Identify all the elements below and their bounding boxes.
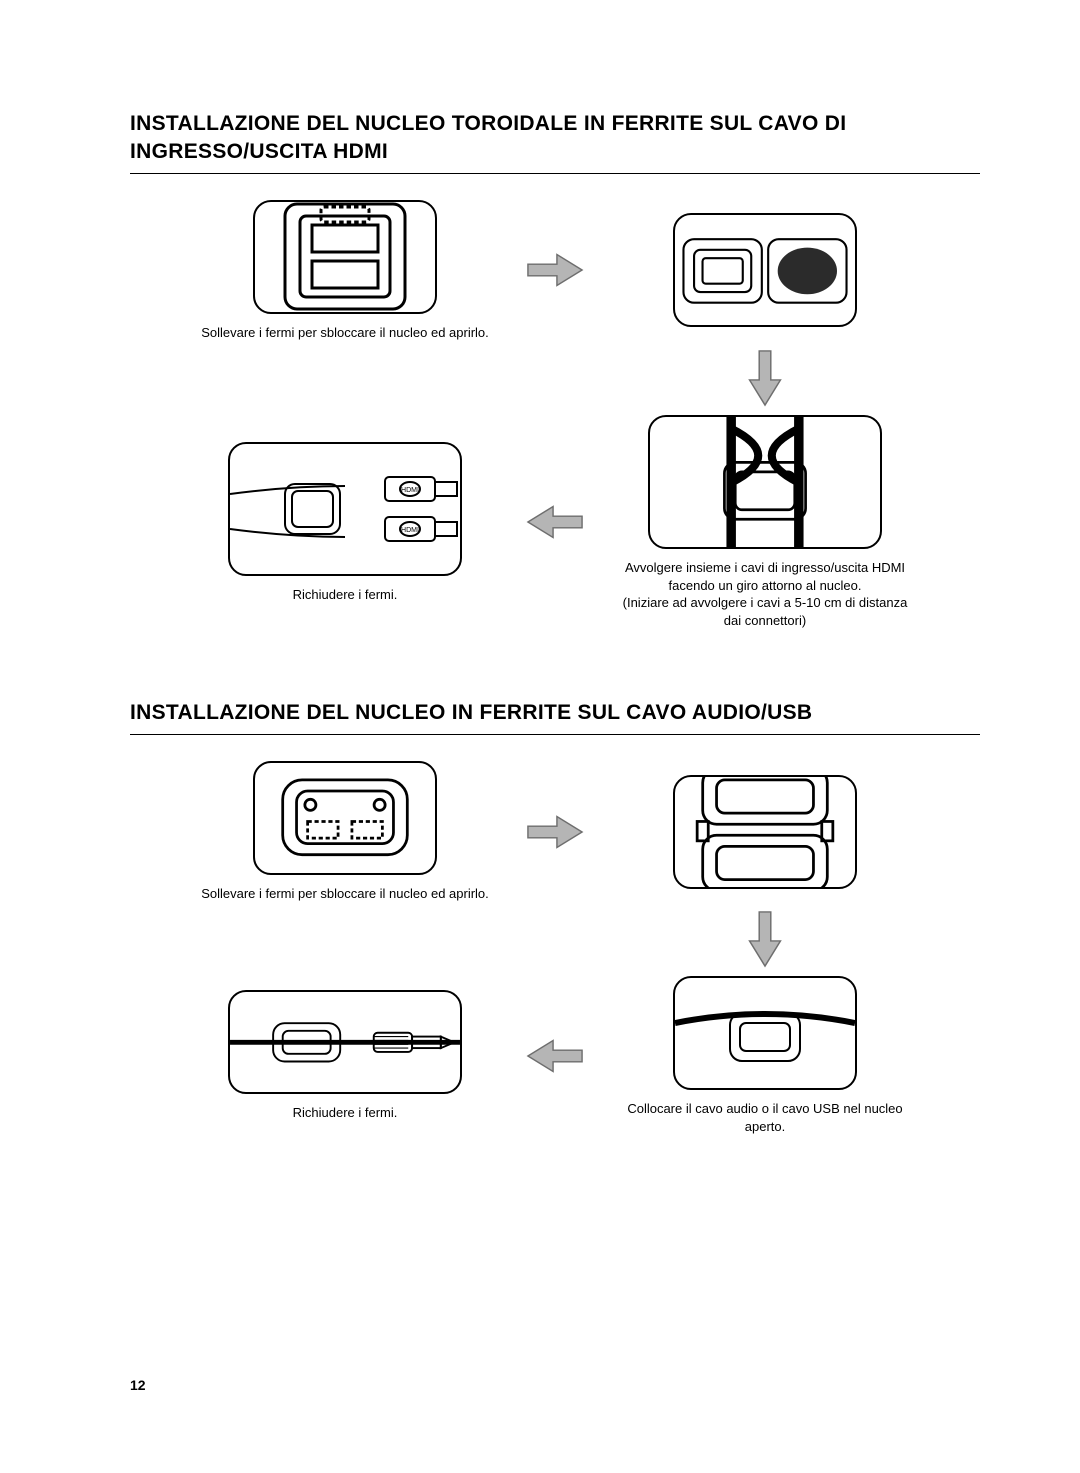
s1-step1: Sollevare i fermi per sbloccare il nucle… [195, 200, 495, 342]
section2-rule [130, 734, 980, 735]
section2-grid: Sollevare i fermi per sbloccare il nucle… [130, 761, 980, 1136]
page: INSTALLAZIONE DEL NUCLEO TOROIDALE IN FE… [0, 0, 1080, 1473]
ferrite2-cable-in-icon [675, 983, 855, 1083]
svg-text:HDMI: HDMI [401, 487, 419, 494]
s2-step3: Collocare il cavo audio o il cavo USB ne… [615, 976, 915, 1135]
s1-fig-open-core [673, 213, 857, 327]
ferrite2-closed-icon [255, 761, 435, 875]
s2-fig-cable-in-core [673, 976, 857, 1090]
s2-step4: Richiudere i fermi. [195, 990, 495, 1122]
s2-fig-closed-core [253, 761, 437, 875]
s2-fig-open-core [673, 775, 857, 889]
s1-fig-closed-with-cables: HDMI HDMI [228, 442, 462, 576]
s1-step2 [615, 213, 915, 327]
ferrite-hdmi-closed-icon: HDMI HDMI [230, 449, 460, 569]
s2-step4-caption: Richiudere i fermi. [293, 1104, 398, 1122]
s2-step2 [615, 775, 915, 889]
s1-step3-caption: Avvolgere insieme i cavi di ingresso/usc… [615, 559, 915, 629]
section2-title: INSTALLAZIONE DEL NUCLEO IN FERRITE SUL … [130, 699, 980, 727]
s1-fig-closed-core [253, 200, 437, 314]
ferrite2-open-icon [675, 775, 855, 889]
section1-grid: Sollevare i fermi per sbloccare il nucle… [130, 200, 980, 630]
s2-step1-caption: Sollevare i fermi per sbloccare il nucle… [201, 885, 489, 903]
s1-step1-caption: Sollevare i fermi per sbloccare il nucle… [201, 324, 489, 342]
s2-step3-caption: Collocare il cavo audio o il cavo USB ne… [615, 1100, 915, 1135]
ferrite-closed-icon [255, 200, 435, 314]
arrow-down-icon [615, 910, 915, 968]
arrow-right-icon [495, 252, 615, 288]
section1-rule [130, 173, 980, 174]
s2-step1: Sollevare i fermi per sbloccare il nucle… [195, 761, 495, 903]
ferrite2-audio-closed-icon [230, 1004, 460, 1081]
arrow-left-icon [495, 1038, 615, 1074]
page-number: 12 [130, 1377, 146, 1393]
arrow-left-icon [495, 504, 615, 540]
ferrite-open-icon [675, 218, 855, 324]
s1-step4-caption: Richiudere i fermi. [293, 586, 398, 604]
s2-fig-closed-with-cable [228, 990, 462, 1094]
s1-fig-wrap-cables [648, 415, 882, 549]
svg-text:HDMI: HDMI [401, 527, 419, 534]
arrow-right-icon [495, 814, 615, 850]
s1-step4: HDMI HDMI Richiudere i fermi. [195, 442, 495, 604]
section1-title: INSTALLAZIONE DEL NUCLEO TOROIDALE IN FE… [130, 110, 980, 167]
s1-step3: Avvolgere insieme i cavi di ingresso/usc… [615, 415, 915, 629]
ferrite-wrap-icon [650, 415, 880, 549]
arrow-down-icon [615, 349, 915, 407]
